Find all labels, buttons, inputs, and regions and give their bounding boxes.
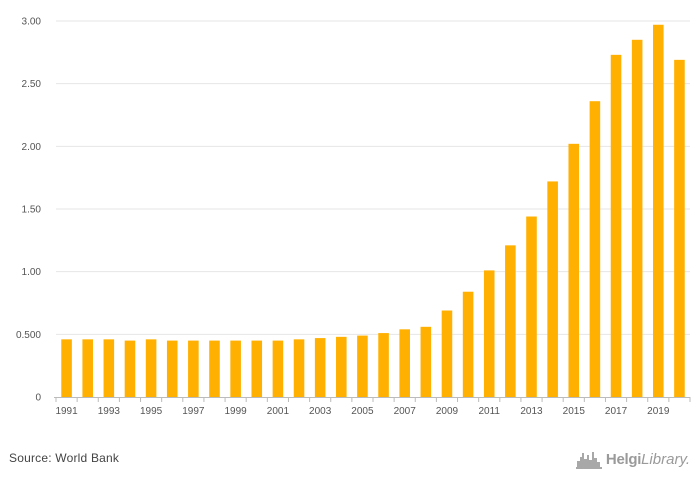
bar-1994 xyxy=(124,340,136,397)
logo-text-sub: Library. xyxy=(641,450,690,468)
x-tick-label: 2017 xyxy=(605,406,628,417)
helgi-library-logo: Helgi Library. xyxy=(575,448,690,470)
x-tick-label: 2015 xyxy=(563,406,586,417)
bar-2003 xyxy=(314,338,326,397)
bar-1999 xyxy=(230,340,241,397)
bar-1996 xyxy=(166,340,178,397)
x-tick-label: 1991 xyxy=(55,406,78,417)
city-skyline-icon xyxy=(575,452,602,469)
y-tick-label: 1.50 xyxy=(22,205,42,216)
y-tick-label: 0.500 xyxy=(16,330,41,341)
bar-2008 xyxy=(420,326,432,397)
bar-2014 xyxy=(547,181,558,397)
bar-2012 xyxy=(505,245,516,397)
axes: 0 0.500 1.00 1.50 2.00 2.50 3.00 1991 1993 1995 19… xyxy=(16,17,691,417)
bar-1997 xyxy=(188,340,199,397)
x-tick-label: 2007 xyxy=(394,406,417,417)
bar-2015 xyxy=(568,143,580,397)
x-tick-label: 2011 xyxy=(478,406,500,417)
bar-2000 xyxy=(251,340,263,397)
y-tick-label: 3.00 xyxy=(22,17,42,28)
x-tick-label: 1997 xyxy=(182,406,205,417)
bar-2006 xyxy=(378,333,389,397)
grid-lines xyxy=(56,20,690,335)
bar-chart: 0 0.500 1.00 1.50 2.00 2.50 3.00 1991 1993 1995 19… xyxy=(16,17,691,417)
x-tick-label: 2001 xyxy=(267,406,290,417)
bar-1998 xyxy=(209,340,220,397)
bar-2019 xyxy=(653,24,664,397)
bar-2020 xyxy=(674,59,685,397)
bar-1995 xyxy=(145,339,157,397)
x-tick-label: 1993 xyxy=(98,406,121,417)
x-tick-label: 1999 xyxy=(225,406,248,417)
x-tick-label: 2003 xyxy=(309,406,332,417)
y-tick-label: 0 xyxy=(35,393,41,404)
source-label: Source: World Bank xyxy=(9,451,120,465)
logo-text-main: Helgi xyxy=(605,450,642,468)
bar-2016 xyxy=(589,101,601,398)
bar-1991 xyxy=(61,339,72,397)
x-tick-label: 2019 xyxy=(647,406,670,417)
bar-2002 xyxy=(293,339,305,397)
x-tick-label: 1995 xyxy=(140,406,163,417)
bar-2009 xyxy=(441,310,453,397)
x-tick-label: 2009 xyxy=(436,406,459,417)
y-tick-label: 2.50 xyxy=(22,79,42,90)
bar-2007 xyxy=(399,329,410,397)
bar-2001 xyxy=(272,340,284,397)
bar-1992 xyxy=(82,339,93,397)
bar-2005 xyxy=(357,335,368,397)
bar-2018 xyxy=(631,39,643,398)
bar-2011 xyxy=(483,270,495,397)
x-tick-label: 2005 xyxy=(351,406,374,417)
bar-2017 xyxy=(610,54,622,398)
bars xyxy=(61,24,685,398)
bar-2004 xyxy=(336,336,347,397)
bar-2010 xyxy=(462,291,474,397)
y-tick-label: 1.00 xyxy=(22,267,42,278)
x-tick-label: 2013 xyxy=(520,406,543,417)
bar-2013 xyxy=(526,216,537,397)
bar-1993 xyxy=(103,339,115,397)
y-tick-label: 2.00 xyxy=(22,142,42,153)
